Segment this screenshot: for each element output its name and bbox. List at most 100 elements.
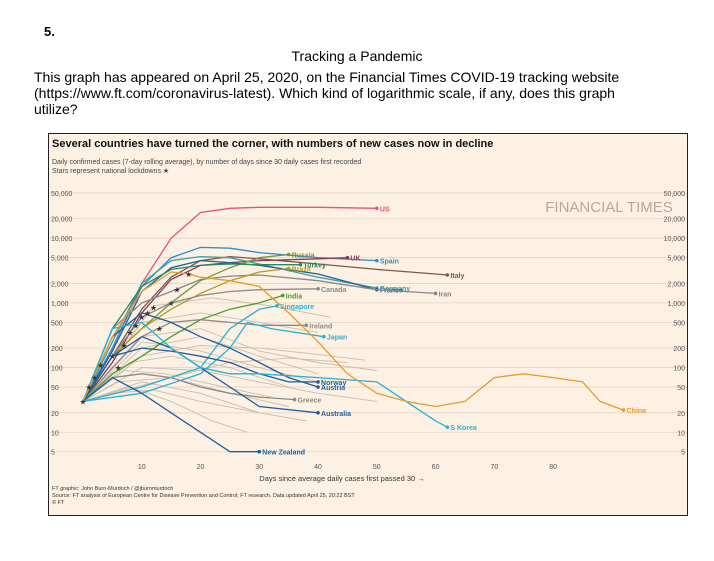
y-tick-label-left: 1,000	[51, 301, 69, 308]
lockdown-star-icon: ★	[156, 325, 163, 334]
background-series-line	[82, 344, 366, 402]
x-tick-label: 50	[373, 464, 381, 471]
series-line-spain	[82, 246, 377, 402]
x-axis-label: Days since average daily cases first pas…	[259, 474, 425, 483]
series-label: US	[380, 206, 390, 213]
series-label: Japan	[327, 335, 347, 342]
figure-subtitle-stars-text: Stars represent national lockdowns	[52, 168, 161, 175]
lockdown-star-icon: ★	[144, 309, 151, 318]
lockdown-star-icon: ★	[121, 341, 128, 350]
y-tick-label-right: 10,000	[664, 236, 686, 243]
series-label: Germany	[380, 286, 410, 293]
y-tick-label-right: 20,000	[664, 217, 686, 224]
x-tick-label: 20	[197, 464, 205, 471]
series-end-dot	[298, 262, 303, 267]
background-series-line	[82, 312, 319, 402]
y-tick-label-left: 200	[51, 346, 63, 353]
series-end-dot	[316, 385, 320, 389]
y-tick-label-right: 1,000	[667, 301, 685, 308]
series-label: Iran	[439, 291, 452, 298]
x-tick-label: 80	[549, 464, 557, 471]
series-end-dot	[375, 258, 379, 263]
series-line-new-zealand	[82, 376, 260, 453]
series-label: Turkey	[303, 263, 326, 270]
y-tick-label-left: 2,000	[51, 281, 69, 288]
chart-svg: 5 5 10 10 20 20 50 50 100 100 200 200 500 500 1,000 1,0…	[49, 191, 687, 483]
y-tick-label-left: 20,000	[51, 217, 73, 224]
figure-credit: FT graphic: John Burn-Murdoch / @jburnmu…	[52, 486, 174, 492]
lockdown-star-icon: ★	[85, 383, 92, 392]
x-tick-label: 60	[432, 464, 440, 471]
series-label: Ireland	[309, 323, 332, 330]
series-line-iran	[82, 274, 436, 402]
series-label: Italy	[450, 273, 464, 280]
y-tick-label-right: 5,000	[667, 256, 685, 263]
series-label: UK	[350, 256, 360, 263]
figure-subtitle-block: Daily confirmed cases (7-day rolling ave…	[52, 158, 361, 176]
y-tick-label-left: 5	[51, 450, 55, 457]
y-tick-label-left: 5,000	[51, 256, 69, 263]
series-end-dot	[316, 380, 320, 384]
series-line-austria	[82, 312, 319, 402]
x-tick-label: 30	[255, 464, 263, 471]
lockdown-star-icon: ★	[79, 397, 86, 406]
series-label: Norway	[321, 380, 346, 387]
y-tick-label-right: 10	[677, 430, 685, 437]
series-line-greece	[82, 373, 295, 402]
background-series-line	[82, 367, 377, 402]
series-end-dot	[292, 397, 297, 402]
series-line-turkey	[82, 263, 301, 402]
figure-subtitle: Daily confirmed cases (7-day rolling ave…	[52, 159, 362, 166]
x-tick-label: 40	[314, 464, 322, 471]
series-line-us	[82, 206, 377, 402]
series-end-dot	[433, 291, 438, 296]
series-label: China	[627, 408, 647, 415]
y-tick-label-right: 500	[673, 320, 685, 327]
y-tick-label-left: 100	[51, 366, 63, 373]
background-series-line	[82, 297, 330, 402]
x-tick-label: 70	[490, 464, 498, 471]
series-end-dot	[304, 323, 309, 328]
lockdown-star-icon: ★	[132, 321, 139, 330]
background-series-line	[82, 370, 272, 402]
lockdown-star-icon: ★	[91, 374, 98, 383]
series-label: Brazil	[292, 267, 311, 274]
watermark-text: FINANCIAL TIMES	[545, 199, 673, 216]
series-end-dot	[375, 206, 379, 211]
series-line-india	[82, 294, 283, 402]
figure-source: Source: FT analysis of European Centre f…	[52, 493, 355, 499]
series-end-dot	[445, 273, 450, 277]
y-tick-label-left: 50	[51, 385, 59, 392]
series-label: Russia	[292, 252, 315, 259]
background-series-line	[82, 381, 307, 422]
series-label: Greece	[298, 398, 322, 405]
figure-panel: Several countries have turned the corner…	[48, 133, 688, 516]
figure-copyright: © FT	[52, 500, 65, 506]
lockdown-star-icon: ★	[115, 364, 122, 373]
background-series-line	[82, 386, 248, 433]
series-label: New Zealand	[262, 450, 305, 457]
lockdown-star-icon: ★	[150, 303, 157, 312]
series-end-dot	[316, 287, 320, 291]
lockdown-star-icon: ★	[109, 352, 116, 361]
series-end-dot	[322, 334, 326, 339]
figure-subtitle-stars: Stars represent national lockdowns ★	[52, 167, 361, 176]
x-tick-label: 10	[138, 464, 146, 471]
question-text: This graph has appeared on April 25, 202…	[34, 69, 620, 117]
series-line-singapore	[82, 305, 278, 403]
y-tick-label-right: 50	[677, 385, 685, 392]
series-end-dot	[257, 449, 262, 454]
series-end-dot	[286, 252, 291, 257]
y-tick-label-right: 100	[673, 366, 685, 373]
figure-source-block: FT graphic: John Burn-Murdoch / @jburnmu…	[52, 486, 355, 507]
series-end-dot	[280, 293, 285, 298]
figure-headline: Several countries have turned the corner…	[52, 138, 494, 150]
lockdown-star-icon: ★	[138, 313, 145, 322]
series-end-dot	[275, 304, 279, 308]
y-tick-label-right: 2,000	[667, 281, 685, 288]
series-label: Canada	[321, 287, 346, 294]
series-line-s-korea	[82, 321, 448, 428]
y-tick-label-left: 50,000	[51, 191, 73, 198]
series-line-brazil	[82, 267, 289, 402]
question-number: 5.	[44, 24, 55, 39]
